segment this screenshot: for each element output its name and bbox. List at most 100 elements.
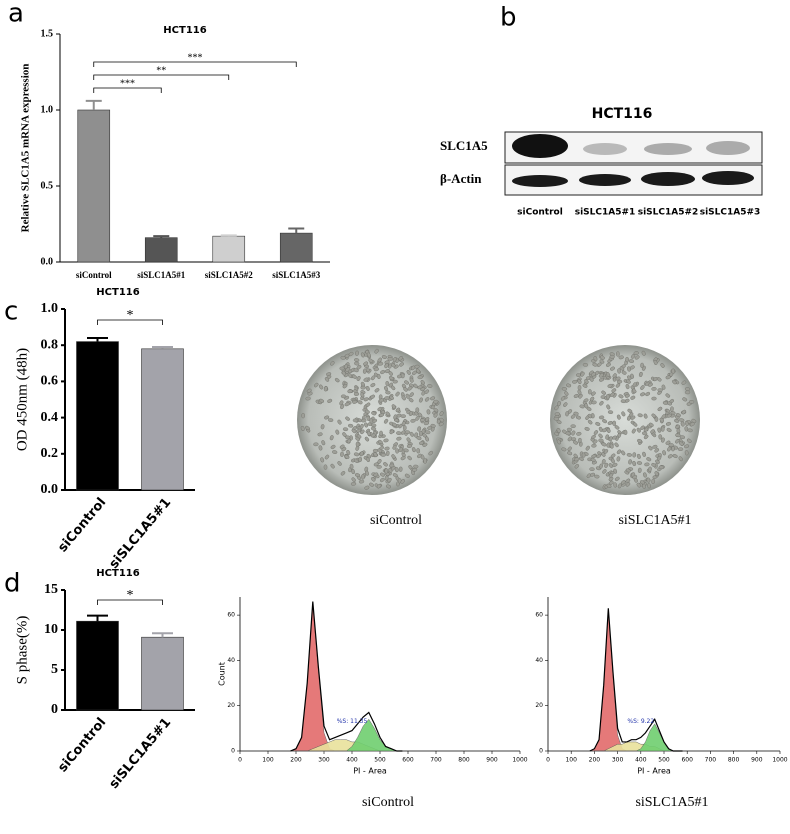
significance-bracket	[93, 87, 162, 93]
cell	[364, 409, 370, 414]
cell	[640, 425, 645, 430]
cell	[591, 391, 596, 396]
cell	[367, 430, 371, 436]
cell	[591, 434, 596, 440]
cell	[371, 476, 376, 482]
cell	[678, 456, 683, 462]
x-tick-label: siControl	[76, 270, 112, 280]
cell	[423, 458, 427, 464]
y-tick-label: 0	[231, 748, 235, 755]
cell	[616, 414, 621, 420]
cell	[385, 390, 391, 395]
cell	[364, 485, 370, 490]
cell	[651, 478, 656, 484]
cell	[345, 416, 350, 421]
cell	[416, 448, 421, 454]
cell	[433, 399, 439, 404]
cell	[658, 465, 664, 470]
cell	[615, 376, 621, 381]
cell	[404, 430, 411, 434]
cell	[384, 446, 390, 451]
cell	[616, 351, 620, 357]
cell	[626, 379, 631, 384]
bar	[141, 348, 184, 491]
cell	[632, 474, 638, 480]
cell	[657, 427, 662, 433]
cell	[356, 365, 362, 370]
cell	[361, 418, 367, 423]
cell	[313, 442, 319, 447]
cell	[637, 413, 643, 418]
cell	[360, 385, 366, 390]
cell	[356, 434, 362, 439]
cell	[366, 453, 372, 459]
bar	[279, 232, 313, 263]
x-tick-label: 100	[262, 757, 274, 764]
cell	[625, 482, 631, 487]
lane-label: siControl	[517, 208, 563, 218]
cell	[639, 371, 643, 377]
cell	[648, 422, 654, 427]
cell	[621, 411, 626, 417]
cell	[321, 440, 326, 446]
cell	[398, 356, 403, 361]
cell	[366, 352, 371, 358]
cell	[417, 375, 423, 380]
flow-caption: siControl	[362, 795, 414, 810]
cell	[607, 410, 614, 414]
cell	[577, 389, 582, 395]
cell	[384, 369, 390, 373]
cell	[389, 429, 394, 435]
cell	[360, 429, 365, 435]
cell	[346, 449, 351, 455]
panel-letter: c	[4, 297, 18, 327]
cell	[565, 411, 569, 417]
cell	[391, 454, 396, 459]
cell	[377, 361, 384, 366]
y-axis-label: S phase(%)	[14, 616, 30, 685]
cell	[643, 413, 648, 419]
x-tick-label: siSLC1A5#2	[205, 270, 254, 280]
cell	[400, 479, 405, 484]
cell	[422, 442, 428, 447]
cell	[624, 393, 630, 398]
cell	[595, 422, 601, 426]
x-tick-label: 500	[374, 757, 386, 764]
cell	[323, 464, 328, 470]
cell	[428, 450, 433, 456]
cell	[351, 468, 355, 475]
cell	[380, 370, 386, 375]
cell	[377, 458, 382, 464]
cell	[348, 352, 354, 357]
cell	[671, 446, 675, 452]
lane-label: siSLC1A5#1	[575, 208, 636, 218]
cell	[352, 418, 359, 423]
cell	[300, 425, 305, 432]
y-tick-label: 0.8	[41, 337, 59, 352]
cell	[561, 387, 567, 391]
cell	[630, 395, 636, 400]
cell	[573, 394, 579, 398]
x-tick-label: 0	[546, 757, 550, 764]
cell	[345, 435, 351, 440]
cell	[651, 413, 657, 418]
cell	[384, 418, 389, 424]
cell	[384, 363, 389, 369]
cell	[340, 394, 347, 399]
cell	[632, 382, 637, 388]
cell	[410, 365, 416, 371]
cell	[394, 467, 399, 473]
cell	[670, 406, 674, 412]
cell	[584, 403, 589, 409]
cell	[417, 385, 423, 390]
cell	[369, 418, 374, 424]
cell	[630, 353, 636, 359]
y-tick-label: 0	[539, 748, 543, 755]
cell	[651, 387, 657, 391]
cell	[590, 413, 595, 419]
cell	[376, 373, 381, 379]
cell	[346, 438, 352, 444]
y-tick-label: 0	[51, 702, 58, 717]
cell	[672, 379, 677, 385]
cell	[370, 383, 376, 388]
